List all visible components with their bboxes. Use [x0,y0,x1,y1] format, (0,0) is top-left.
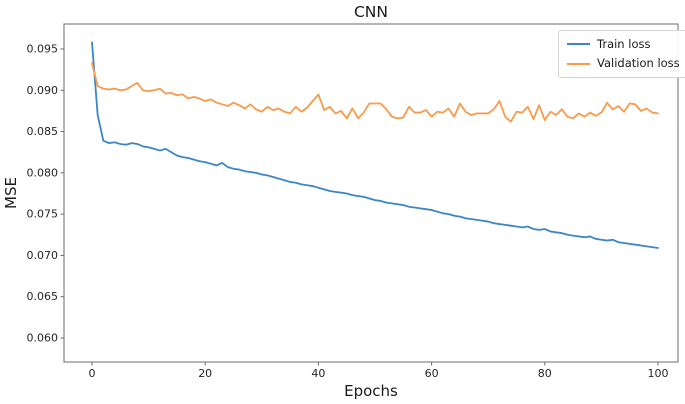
y-tick-label: 0.090 [27,84,59,97]
axis-ticks: 0 20 40 60 80 100 0.060 0.065 0.070 0.075 0.080 0.0… [27,43,669,381]
validation-loss-line [91,62,659,123]
y-axis-label: MSE [2,177,20,209]
x-tick-label: 0 [89,367,96,380]
y-tick-label: 0.060 [27,331,59,344]
x-tick-label: 80 [538,367,552,380]
y-tick-label: 0.075 [27,208,59,221]
x-tick-label: 60 [425,367,439,380]
y-tick-label: 0.080 [27,166,59,179]
chart-title: CNN [354,3,388,21]
x-tick-label: 100 [648,367,669,380]
validation-loss-swatch [567,62,590,65]
x-axis-label: Epochs [344,382,398,400]
legend-label-validation: Validation loss [597,56,680,71]
legend-label-train: Train loss [597,37,651,51]
legend-item-validation: Validation loss [567,56,680,70]
train-loss-swatch [567,43,590,46]
y-tick-label: 0.085 [27,125,59,138]
legend: Train loss Validation loss [558,30,685,78]
train-loss-line [91,41,659,249]
plot-area-border [63,23,679,363]
y-tick-label: 0.095 [27,43,59,56]
legend-item-train: Train loss [567,37,680,51]
x-tick-label: 20 [198,367,212,380]
x-tick-label: 40 [311,367,325,380]
y-tick-label: 0.070 [27,249,59,262]
plot-lines [91,41,659,249]
y-tick-label: 0.065 [27,290,59,303]
